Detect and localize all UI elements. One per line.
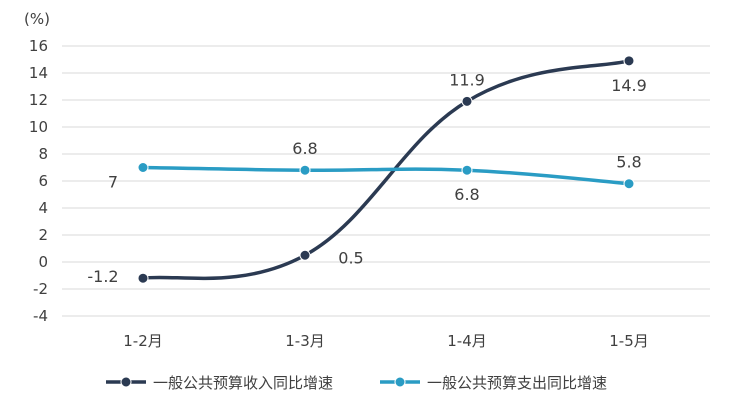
x-tick-label: 1-5月	[609, 332, 649, 350]
series-line-2	[141, 165, 631, 186]
y-tick-label: 12	[29, 91, 48, 109]
data-point	[299, 164, 311, 176]
data-label: 11.9	[449, 70, 485, 89]
data-point	[623, 55, 635, 67]
data-labels: -1.2 0.5 11.9 14.9 7 6.8 6.8 5.8	[87, 70, 646, 286]
legend-marker-2	[394, 376, 406, 388]
y-tick-label: 14	[29, 64, 48, 82]
y-tick-label: 6	[38, 172, 48, 190]
y-unit-label: (%)	[24, 10, 50, 28]
data-label: 5.8	[616, 153, 641, 172]
x-tick-label: 1-4月	[447, 332, 487, 350]
legend-label-1: 一般公共预算收入同比增速	[153, 374, 333, 392]
y-tick-label: 0	[38, 253, 48, 271]
legend-label-2: 一般公共预算支出同比增速	[427, 374, 607, 392]
data-point	[623, 178, 635, 190]
legend: 一般公共预算收入同比增速 一般公共预算支出同比增速	[106, 374, 607, 392]
data-label: 14.9	[611, 76, 647, 95]
data-point	[461, 164, 473, 176]
y-tick-label: 16	[29, 37, 48, 55]
data-point	[461, 95, 473, 107]
x-tick-label: 1-2月	[123, 332, 163, 350]
data-label: 6.8	[454, 185, 479, 204]
y-tick-label: 4	[38, 199, 48, 217]
data-point	[299, 249, 311, 261]
data-point	[137, 272, 149, 284]
data-label: 6.8	[292, 139, 317, 158]
y-tick-label: -4	[33, 307, 48, 325]
series-points	[137, 55, 635, 284]
y-tick-label: 10	[29, 118, 48, 136]
data-point	[137, 162, 149, 173]
data-label: -1.2	[87, 267, 118, 286]
data-label: 0.5	[338, 248, 363, 267]
x-tick-label: 1-3月	[285, 332, 325, 350]
series-lines	[141, 59, 631, 281]
y-tick-label: 8	[38, 145, 48, 163]
y-tick-label: -2	[33, 280, 48, 298]
y-axis-tick-labels: -4 -2 0 2 4 6 8 10 12 14 16	[29, 37, 48, 325]
y-tick-label: 2	[38, 226, 48, 244]
legend-marker-1	[120, 376, 132, 388]
series-line-1	[141, 59, 631, 281]
x-axis-tick-labels: 1-2月 1-3月 1-4月 1-5月	[123, 332, 649, 350]
data-label: 7	[108, 173, 118, 192]
